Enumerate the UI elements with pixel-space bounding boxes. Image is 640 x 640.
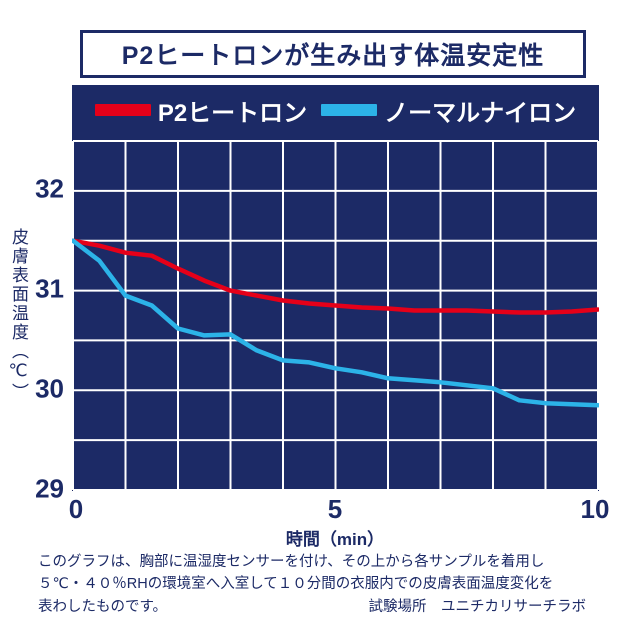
footer-note: このグラフは、胸部に温湿度センサーを付け、その上から各サンプルを着用し ５℃・４… [38, 551, 600, 618]
series-line-normal-nylon [72, 238, 599, 408]
legend-label-normal-nylon: ノーマルナイロン [384, 99, 577, 127]
chart-title-box: P2ヒートロンが生み出す体温安定性 [80, 30, 586, 78]
x-axis-title: 時間（min） [285, 530, 385, 549]
y-tick-30: 30 [35, 373, 64, 404]
footer-line-2: ５℃・４０％RHの環境室へ入室して１０分間の衣服内での皮膚表面温度変化を [38, 576, 554, 593]
chart-panel: P2ヒートロン ノーマルナイロン [72, 85, 599, 491]
footer-line-1: このグラフは、胸部に温湿度センサーを付け、その上から各サンプルを着用し [38, 554, 545, 570]
footer-test-site: 試験場所 ユニチカリサーチラボ [368, 598, 587, 615]
x-tick-0: 0 [68, 494, 84, 524]
legend-item-p2-heatron: P2ヒートロン [94, 93, 308, 128]
y-tick-32: 32 [35, 173, 64, 204]
legend-swatch-red [94, 104, 151, 116]
legend-swatch-cyan [321, 104, 378, 116]
footer-line-3-text: 表わしたものです。 [38, 598, 168, 615]
footer-line-3: 表わしたものです。 試験場所 ユニチカリサーチラボ [38, 596, 600, 618]
y-axis-title: 皮膚表面温度（℃） [9, 228, 28, 402]
series-line-p2-heatron [72, 238, 599, 315]
chart-title: P2ヒートロンが生み出す体温安定性 [121, 42, 545, 70]
legend-label-p2-heatron: P2ヒートロン [157, 99, 308, 127]
y-tick-31: 31 [35, 273, 64, 304]
legend: P2ヒートロン ノーマルナイロン [72, 92, 599, 128]
y-tick-29: 29 [35, 473, 64, 504]
x-tick-10: 10 [580, 494, 610, 524]
x-tick-5: 5 [327, 494, 343, 524]
line-chart [72, 140, 599, 491]
legend-item-normal-nylon: ノーマルナイロン [321, 93, 576, 128]
